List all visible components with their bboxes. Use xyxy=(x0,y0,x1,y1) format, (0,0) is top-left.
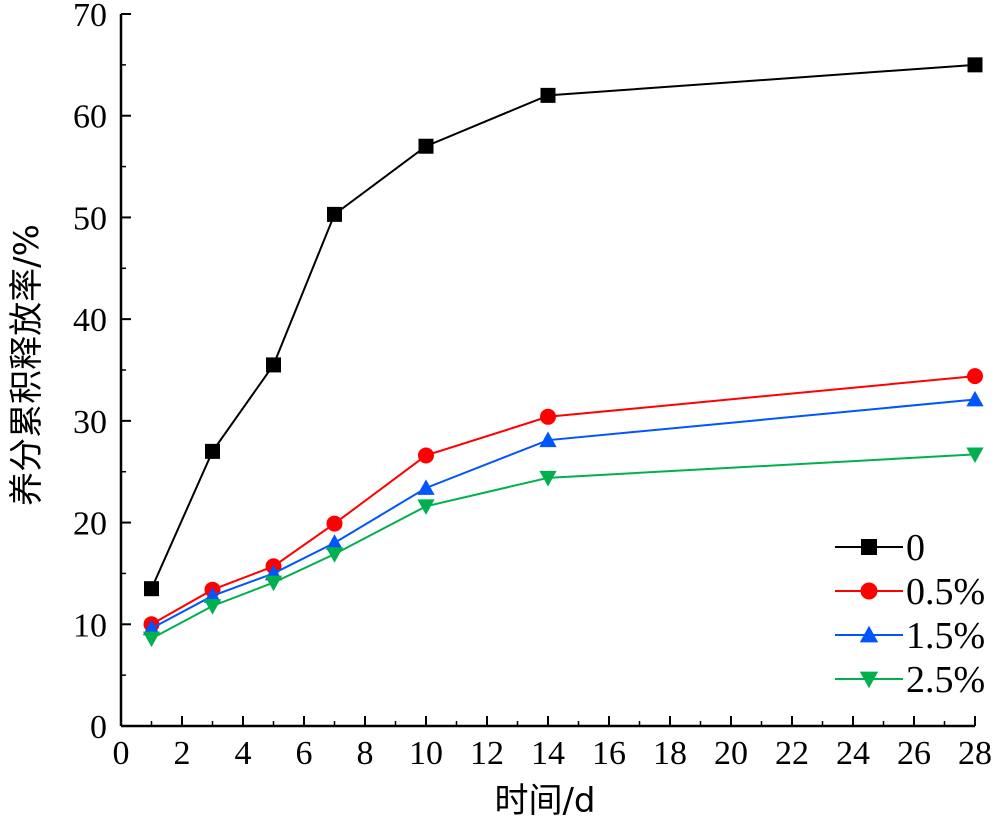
series-0 xyxy=(144,57,983,597)
y-tick-label: 0 xyxy=(90,709,107,746)
x-tick-label: 18 xyxy=(653,735,687,772)
x-tick-label: 0 xyxy=(113,735,130,772)
x-tick-label: 10 xyxy=(409,735,443,772)
data-point xyxy=(539,431,557,448)
data-point xyxy=(144,581,159,597)
legend-label: 2.5% xyxy=(906,659,985,701)
y-tick-label: 40 xyxy=(73,302,107,339)
legend-label: 1.5% xyxy=(906,615,985,657)
legend-label: 0.5% xyxy=(906,571,985,613)
data-point xyxy=(418,138,434,154)
axes xyxy=(119,14,975,728)
data-point xyxy=(142,631,161,648)
series-line xyxy=(151,398,976,630)
data-point xyxy=(203,587,222,603)
series-1 xyxy=(143,368,983,633)
x-tick-label: 16 xyxy=(592,735,626,772)
x-ticks: 0 2 4 6 8 10 12 14 16 18 20 22 24 26 28 xyxy=(113,716,992,772)
x-tick-label: 28 xyxy=(958,735,992,772)
x-tick-label: 6 xyxy=(296,735,313,772)
legend: 00.5%1.5%2.5% xyxy=(835,527,985,701)
data-point xyxy=(325,534,344,550)
data-point xyxy=(540,87,556,103)
series-3 xyxy=(142,447,984,648)
series-2 xyxy=(142,390,984,636)
data-point xyxy=(966,447,984,464)
legend-marker xyxy=(859,671,879,689)
y-tick-label: 60 xyxy=(73,99,107,136)
data-point xyxy=(540,408,556,425)
y-tick-label: 70 xyxy=(73,0,107,34)
x-tick-label: 2 xyxy=(174,735,191,772)
data-point xyxy=(967,57,983,73)
legend-item-2: 1.5% xyxy=(835,615,985,657)
x-tick-label: 22 xyxy=(775,735,809,772)
data-point xyxy=(266,357,281,373)
data-point xyxy=(326,515,343,532)
legend-marker xyxy=(860,582,878,600)
data-point xyxy=(966,390,984,407)
x-tick-label: 14 xyxy=(531,735,565,772)
y-tick-label: 10 xyxy=(73,607,107,644)
legend-marker xyxy=(859,625,879,643)
legend-item-1: 0.5% xyxy=(835,571,985,613)
x-tick-label: 20 xyxy=(714,735,748,772)
series-layer xyxy=(142,57,984,648)
legend-item-0: 0 xyxy=(835,527,925,569)
x-axis-title: 时间/d xyxy=(494,781,595,821)
data-point xyxy=(417,479,435,495)
y-axis-title: 养分累积释放率/% xyxy=(7,224,47,506)
data-point xyxy=(539,470,557,487)
data-point xyxy=(325,547,344,563)
legend-label: 0 xyxy=(906,527,925,569)
x-tick-label: 24 xyxy=(836,735,870,772)
data-point xyxy=(327,206,342,222)
y-tick-label: 20 xyxy=(73,506,107,543)
x-tick-label: 4 xyxy=(235,735,252,772)
data-point xyxy=(264,575,283,592)
data-point xyxy=(203,599,222,615)
legend-marker xyxy=(861,539,877,555)
series-line xyxy=(150,63,976,590)
data-point xyxy=(142,619,161,636)
data-point xyxy=(967,368,983,385)
data-point xyxy=(418,447,434,464)
x-tick-label: 26 xyxy=(897,735,931,772)
y-tick-label: 30 xyxy=(73,404,107,441)
y-tick-label: 50 xyxy=(73,200,107,237)
legend-item-3: 2.5% xyxy=(835,659,985,701)
x-tick-label: 12 xyxy=(470,735,504,772)
y-ticks: 0 10 20 30 40 50 60 70 xyxy=(73,0,131,746)
x-tick-label: 8 xyxy=(357,735,374,772)
data-point xyxy=(205,443,220,459)
data-point xyxy=(417,499,435,515)
